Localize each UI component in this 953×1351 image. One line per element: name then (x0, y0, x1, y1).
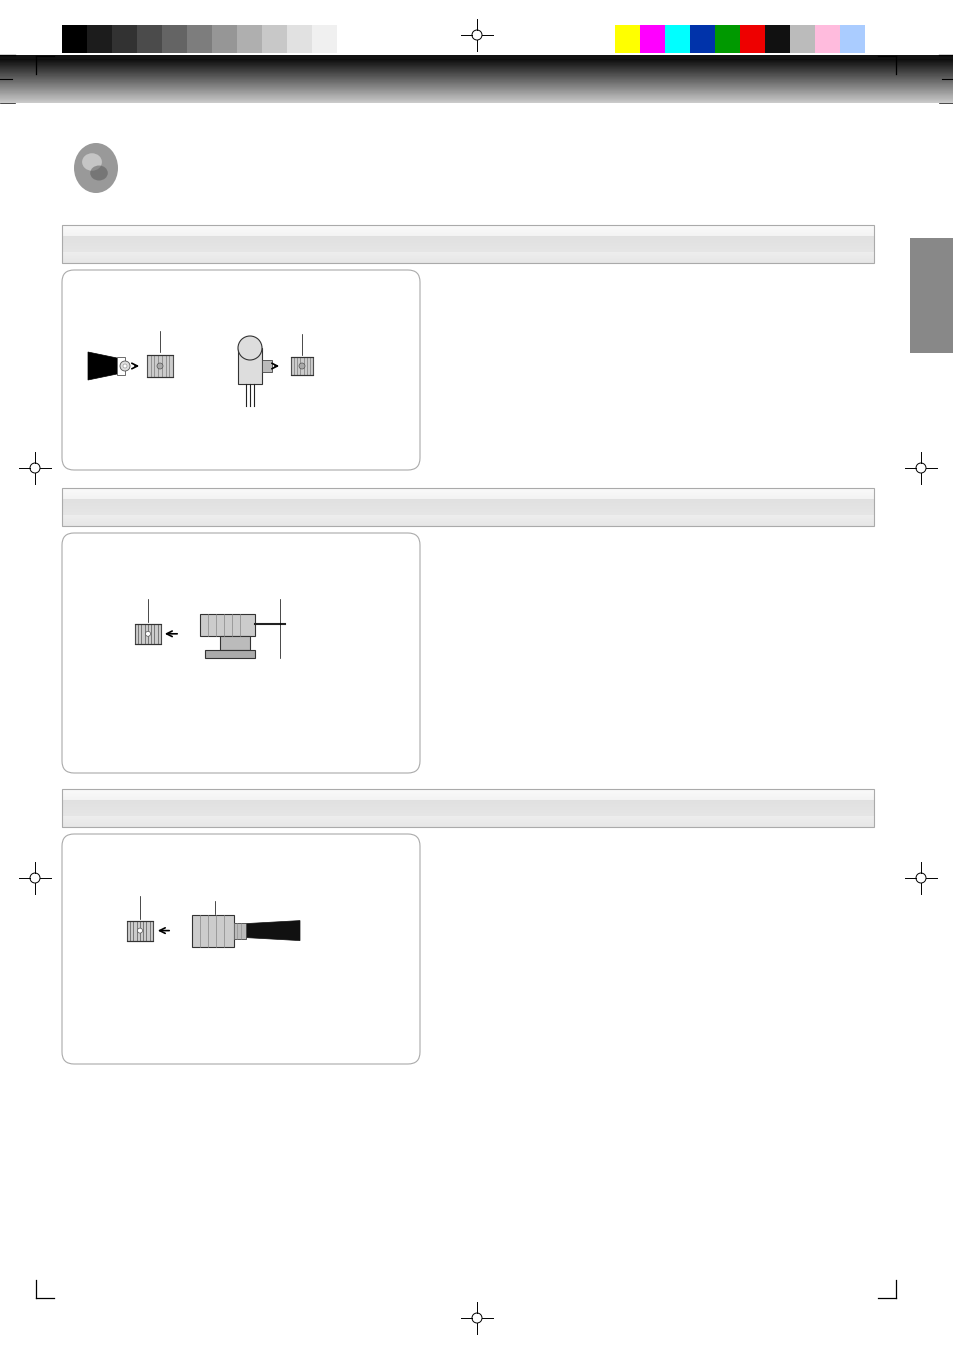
Circle shape (120, 361, 130, 372)
Bar (205, 650, 254, 658)
Bar (789, 26, 814, 53)
Bar (117, 357, 125, 376)
Bar (615, 26, 639, 53)
Circle shape (137, 928, 142, 934)
Polygon shape (246, 920, 299, 940)
Bar (233, 923, 246, 939)
Bar (764, 26, 789, 53)
Bar (814, 26, 840, 53)
Bar (689, 26, 714, 53)
Bar (192, 915, 233, 947)
Ellipse shape (91, 166, 108, 181)
Bar (287, 26, 312, 53)
Bar (909, 238, 953, 353)
Bar (62, 789, 873, 827)
Bar (336, 26, 361, 53)
Bar (220, 636, 250, 650)
Bar (87, 26, 112, 53)
Bar (147, 355, 172, 377)
Bar (135, 624, 161, 644)
Bar (714, 26, 740, 53)
Bar (62, 26, 87, 53)
Bar (137, 26, 162, 53)
Bar (112, 26, 137, 53)
Circle shape (123, 363, 127, 367)
Bar (162, 26, 187, 53)
Bar (212, 26, 236, 53)
Bar (187, 26, 212, 53)
Bar (664, 26, 689, 53)
Circle shape (146, 631, 151, 636)
FancyBboxPatch shape (62, 534, 419, 773)
Bar (639, 26, 664, 53)
Bar (262, 359, 272, 372)
Circle shape (237, 336, 262, 359)
FancyBboxPatch shape (62, 270, 419, 470)
Polygon shape (88, 353, 117, 380)
Ellipse shape (74, 143, 118, 193)
Bar (0, 55, 953, 59)
Ellipse shape (82, 153, 102, 170)
Bar (840, 26, 864, 53)
Circle shape (157, 363, 163, 369)
Bar (740, 26, 764, 53)
Bar (127, 920, 152, 940)
Bar (237, 349, 262, 384)
Bar (312, 26, 336, 53)
Bar (200, 613, 254, 636)
Circle shape (298, 363, 305, 369)
Bar (62, 226, 873, 263)
Bar (236, 26, 262, 53)
Bar (62, 488, 873, 526)
FancyBboxPatch shape (62, 834, 419, 1065)
Bar (291, 357, 313, 376)
Bar (262, 26, 287, 53)
